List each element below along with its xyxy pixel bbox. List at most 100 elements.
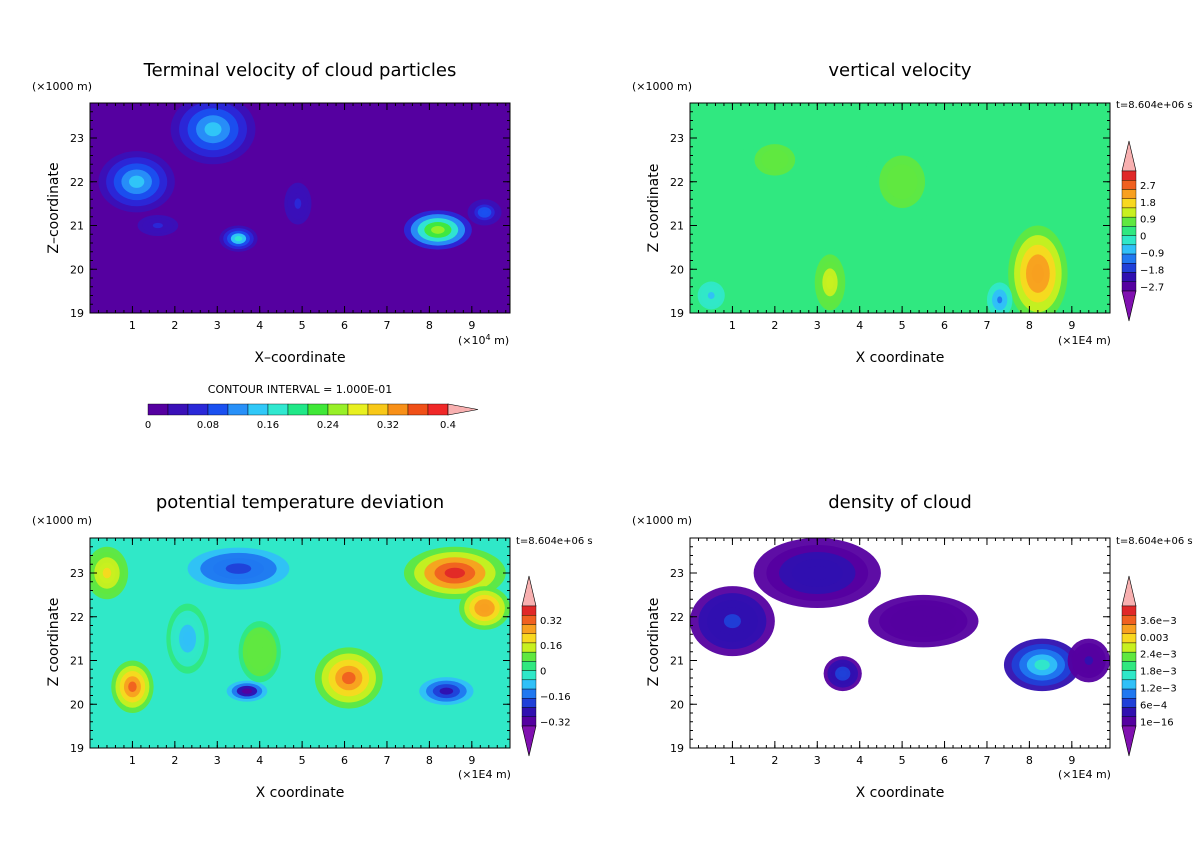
contour-blob-1-level-4	[342, 671, 356, 685]
panel-2-field	[690, 103, 1110, 313]
colorbar-swatch	[367, 403, 389, 416]
panel-1-x-label: X–coordinate	[254, 350, 345, 366]
colorbar-swatch	[1121, 698, 1137, 708]
x-tick-label: 6	[941, 319, 948, 332]
x-tick-label: 7	[383, 754, 390, 767]
contour-blob-6-level-4	[481, 209, 488, 215]
panel-4-y-unit: (×1000 m)	[632, 514, 692, 527]
contour-blob-5-level-4	[707, 292, 715, 299]
colorbar-label: 1.8	[1140, 198, 1156, 209]
colorbar-swatch	[1121, 226, 1137, 236]
colorbar-swatch	[1121, 661, 1137, 671]
y-tick-label: 19	[670, 742, 684, 755]
contour-blob-5-level-4	[431, 225, 445, 234]
colorbar-label: 0.32	[377, 420, 399, 431]
x-tick-label: 1	[129, 754, 136, 767]
panel-4-field	[690, 538, 1110, 748]
colorbar-right-extension	[447, 403, 479, 416]
contour-blob-1-level-4	[804, 566, 830, 580]
colorbar-label: 0.32	[540, 616, 562, 627]
colorbar-swatch	[521, 651, 537, 662]
colorbar-label: 1e−16	[1140, 717, 1174, 728]
contour-blob-0-level-4	[826, 275, 834, 290]
colorbar-swatch	[521, 633, 537, 644]
colorbar-top-extension	[521, 575, 537, 607]
colorbar-swatch	[1121, 189, 1137, 199]
colorbar-swatch	[407, 403, 429, 416]
colorbar-swatch	[1121, 170, 1137, 181]
x-tick-label: 3	[214, 319, 221, 332]
colorbar-bottom-extension	[521, 725, 537, 757]
colorbar-swatch	[167, 403, 189, 416]
y-tick-label: 19	[670, 307, 684, 320]
x-tick-label: 6	[341, 319, 348, 332]
y-tick-label: 22	[70, 611, 84, 624]
y-tick-label: 19	[70, 307, 84, 320]
y-tick-label: 19	[70, 742, 84, 755]
colorbar-swatch	[287, 403, 309, 416]
contour-blob-4-level-4	[1034, 659, 1050, 671]
y-tick-label: 20	[670, 698, 684, 711]
colorbar-swatch	[521, 688, 537, 699]
panel-2-time-label: t=8.604e+06 s	[1116, 100, 1193, 111]
colorbar-swatch	[227, 403, 249, 416]
panel-2-x-label: X coordinate	[856, 350, 945, 366]
x-tick-label: 9	[468, 754, 475, 767]
colorbar-label: −0.32	[540, 717, 571, 728]
colorbar-swatch	[1121, 272, 1137, 282]
colorbar-swatch	[521, 624, 537, 634]
x-tick-label: 2	[171, 319, 178, 332]
colorbar-swatch	[521, 670, 537, 681]
x-tick-label: 7	[983, 754, 990, 767]
colorbar-label: 0.24	[317, 420, 339, 431]
colorbar-bottom-extension	[1121, 725, 1137, 757]
panel-4-title: density of cloud	[828, 492, 972, 513]
panel-1-title: Terminal velocity of cloud particles	[143, 60, 457, 81]
colorbar-swatch	[327, 403, 349, 416]
panel-vertical-velocity: vertical velocity (×1000 m) t=8.604e+06 …	[632, 60, 1193, 366]
panel-4-x-unit: (×1E4 m)	[1058, 768, 1111, 781]
colorbar-label: 0.4	[440, 420, 456, 431]
panel-3-y-unit: (×1000 m)	[32, 514, 92, 527]
x-tick-label: 3	[214, 754, 221, 767]
panel-3-y-label: Z coordinate	[46, 598, 62, 687]
colorbar-swatch	[1121, 198, 1137, 209]
contour-blob-2-level-4	[444, 567, 466, 579]
colorbar-label: 0.08	[197, 420, 219, 431]
colorbar-swatch	[521, 661, 537, 671]
colorbar-swatch	[1121, 253, 1137, 264]
contour-blob-3-level-4	[152, 222, 163, 229]
panel-4-colorbar: 3.6e−3 0.003 2.4e−3 1.8e−3 1.2e−3 6e−4 1e−16	[1121, 575, 1177, 757]
x-tick-label: 2	[171, 754, 178, 767]
colorbar-swatch	[427, 403, 449, 416]
y-tick-label: 22	[670, 611, 684, 624]
panel-1-x-unit: (×104 m)	[458, 333, 509, 347]
colorbar-swatch	[1121, 281, 1137, 292]
x-tick-label: 8	[426, 754, 433, 767]
x-tick-label: 8	[426, 319, 433, 332]
colorbar-bottom-extension	[1121, 290, 1137, 322]
colorbar-label: −1.8	[1140, 265, 1164, 276]
colorbar-swatch	[187, 403, 209, 416]
colorbar-swatch	[1121, 180, 1137, 190]
colorbar-swatch	[387, 403, 409, 416]
colorbar-swatch	[1121, 716, 1137, 727]
colorbar-swatch	[521, 707, 537, 717]
panel-1-y-label: Z–coordinate	[46, 162, 62, 253]
y-tick-label: 23	[70, 567, 84, 580]
contour-blob-6-level-4	[225, 563, 252, 574]
contour-blob-1-level-4	[204, 122, 222, 137]
colorbar-label: 1.2e−3	[1140, 684, 1177, 695]
contour-blob-0-level-4	[723, 614, 741, 629]
colorbar-swatch	[1121, 216, 1137, 227]
x-tick-label: 1	[729, 754, 736, 767]
colorbar-swatch	[1121, 207, 1137, 218]
x-tick-label: 5	[899, 319, 906, 332]
x-tick-label: 2	[771, 754, 778, 767]
colorbar-swatch	[247, 403, 269, 416]
panel-potential-temperature: potential temperature deviation (×1000 m…	[32, 492, 593, 801]
colorbar-swatch	[1121, 263, 1137, 273]
colorbar-swatch	[347, 403, 369, 416]
y-tick-label: 23	[670, 567, 684, 580]
